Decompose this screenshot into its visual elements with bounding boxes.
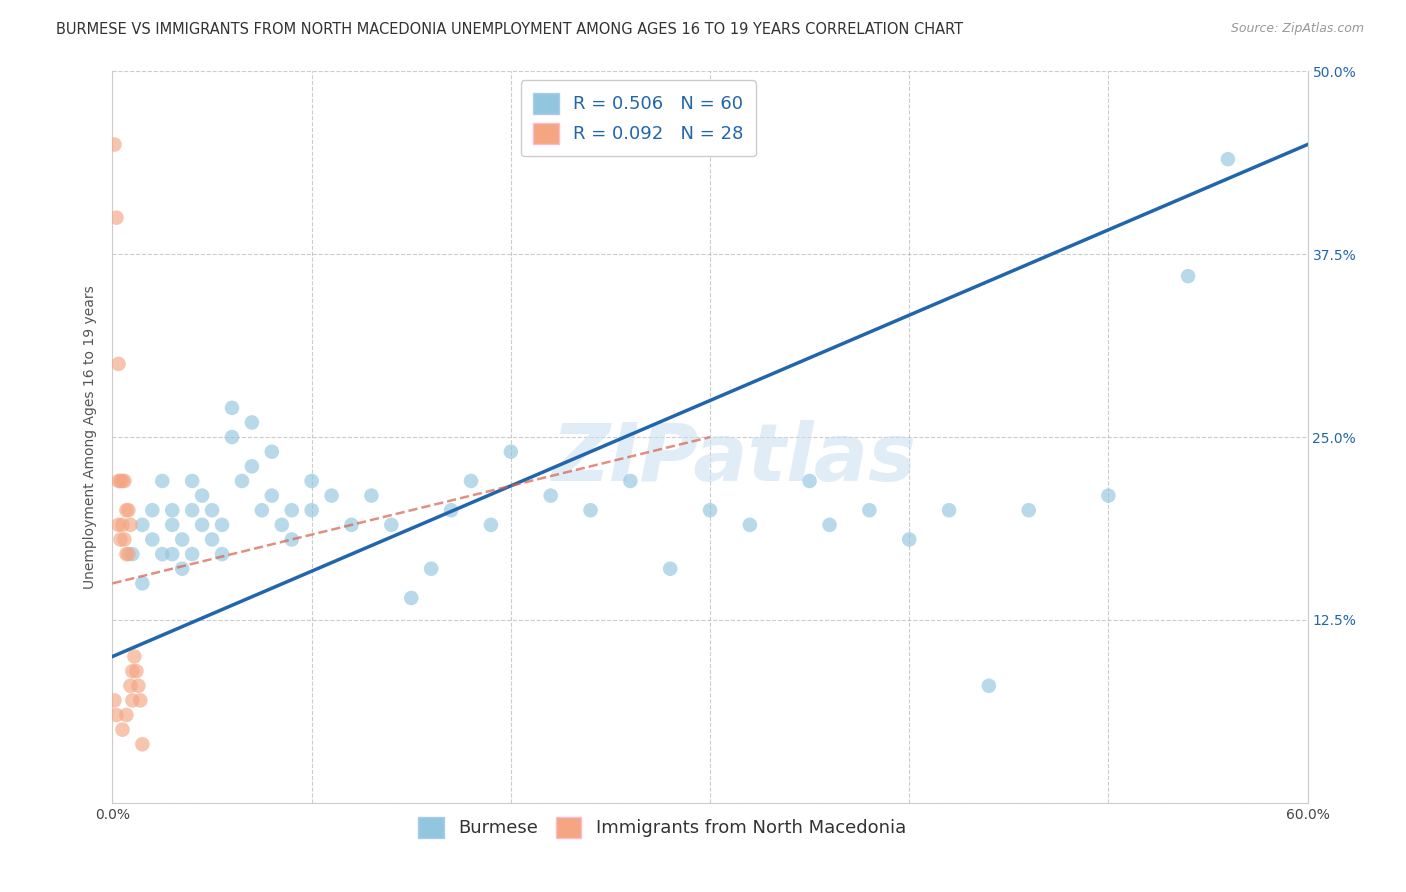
Point — [938, 503, 960, 517]
Point — [659, 562, 682, 576]
Point — [127, 679, 149, 693]
Point — [150, 547, 173, 561]
Point — [191, 517, 214, 532]
Point — [1097, 489, 1119, 503]
Point — [105, 708, 128, 723]
Point — [181, 474, 204, 488]
Point — [540, 489, 562, 503]
Point — [162, 517, 183, 532]
Point — [125, 664, 148, 678]
Point — [401, 591, 423, 605]
Point — [858, 503, 880, 517]
Point — [301, 503, 323, 517]
Point — [250, 503, 273, 517]
Point — [579, 503, 602, 517]
Point — [111, 517, 134, 532]
Point — [117, 503, 139, 517]
Point — [420, 562, 443, 576]
Point — [114, 533, 135, 547]
Point — [107, 357, 129, 371]
Point — [1177, 269, 1199, 284]
Text: Source: ZipAtlas.com: Source: ZipAtlas.com — [1230, 22, 1364, 36]
Point — [115, 547, 138, 561]
Point — [107, 517, 129, 532]
Point — [260, 489, 283, 503]
Point — [360, 489, 382, 503]
Point — [114, 474, 135, 488]
Point — [121, 693, 143, 707]
Point — [738, 517, 761, 532]
Point — [181, 503, 204, 517]
Point — [115, 708, 138, 723]
Legend: Burmese, Immigrants from North Macedonia: Burmese, Immigrants from North Macedonia — [411, 810, 914, 845]
Point — [440, 503, 463, 517]
Point — [121, 664, 143, 678]
Point — [111, 723, 134, 737]
Point — [281, 533, 304, 547]
Point — [340, 517, 363, 532]
Point — [181, 547, 204, 561]
Point — [479, 517, 502, 532]
Point — [103, 693, 125, 707]
Point — [124, 649, 146, 664]
Point — [115, 503, 138, 517]
Point — [110, 474, 132, 488]
Point — [111, 474, 134, 488]
Point — [201, 533, 224, 547]
Point — [211, 547, 233, 561]
Point — [221, 430, 243, 444]
Point — [121, 547, 143, 561]
Point — [818, 517, 841, 532]
Point — [1018, 503, 1040, 517]
Point — [799, 474, 821, 488]
Point — [131, 737, 153, 751]
Point — [460, 474, 482, 488]
Point — [211, 517, 233, 532]
Point — [240, 459, 263, 474]
Point — [191, 489, 214, 503]
Point — [699, 503, 721, 517]
Point — [117, 547, 139, 561]
Point — [619, 474, 641, 488]
Point — [231, 474, 253, 488]
Point — [1216, 152, 1239, 166]
Point — [201, 503, 224, 517]
Point — [141, 533, 163, 547]
Point — [977, 679, 1000, 693]
Point — [321, 489, 343, 503]
Point — [172, 533, 194, 547]
Point — [131, 517, 153, 532]
Point — [162, 503, 183, 517]
Point — [129, 693, 152, 707]
Point — [105, 211, 128, 225]
Point — [499, 444, 522, 458]
Point — [141, 503, 163, 517]
Text: ZIPatlas: ZIPatlas — [551, 420, 917, 498]
Text: BURMESE VS IMMIGRANTS FROM NORTH MACEDONIA UNEMPLOYMENT AMONG AGES 16 TO 19 YEAR: BURMESE VS IMMIGRANTS FROM NORTH MACEDON… — [56, 22, 963, 37]
Point — [301, 474, 323, 488]
Point — [898, 533, 921, 547]
Point — [380, 517, 402, 532]
Point — [110, 533, 132, 547]
Point — [270, 517, 292, 532]
Point — [281, 503, 304, 517]
Point — [240, 416, 263, 430]
Point — [172, 562, 194, 576]
Point — [162, 547, 183, 561]
Point — [120, 517, 142, 532]
Point — [103, 137, 125, 152]
Point — [107, 474, 129, 488]
Point — [150, 474, 173, 488]
Point — [221, 401, 243, 415]
Point — [120, 679, 142, 693]
Y-axis label: Unemployment Among Ages 16 to 19 years: Unemployment Among Ages 16 to 19 years — [83, 285, 97, 589]
Point — [131, 576, 153, 591]
Point — [260, 444, 283, 458]
